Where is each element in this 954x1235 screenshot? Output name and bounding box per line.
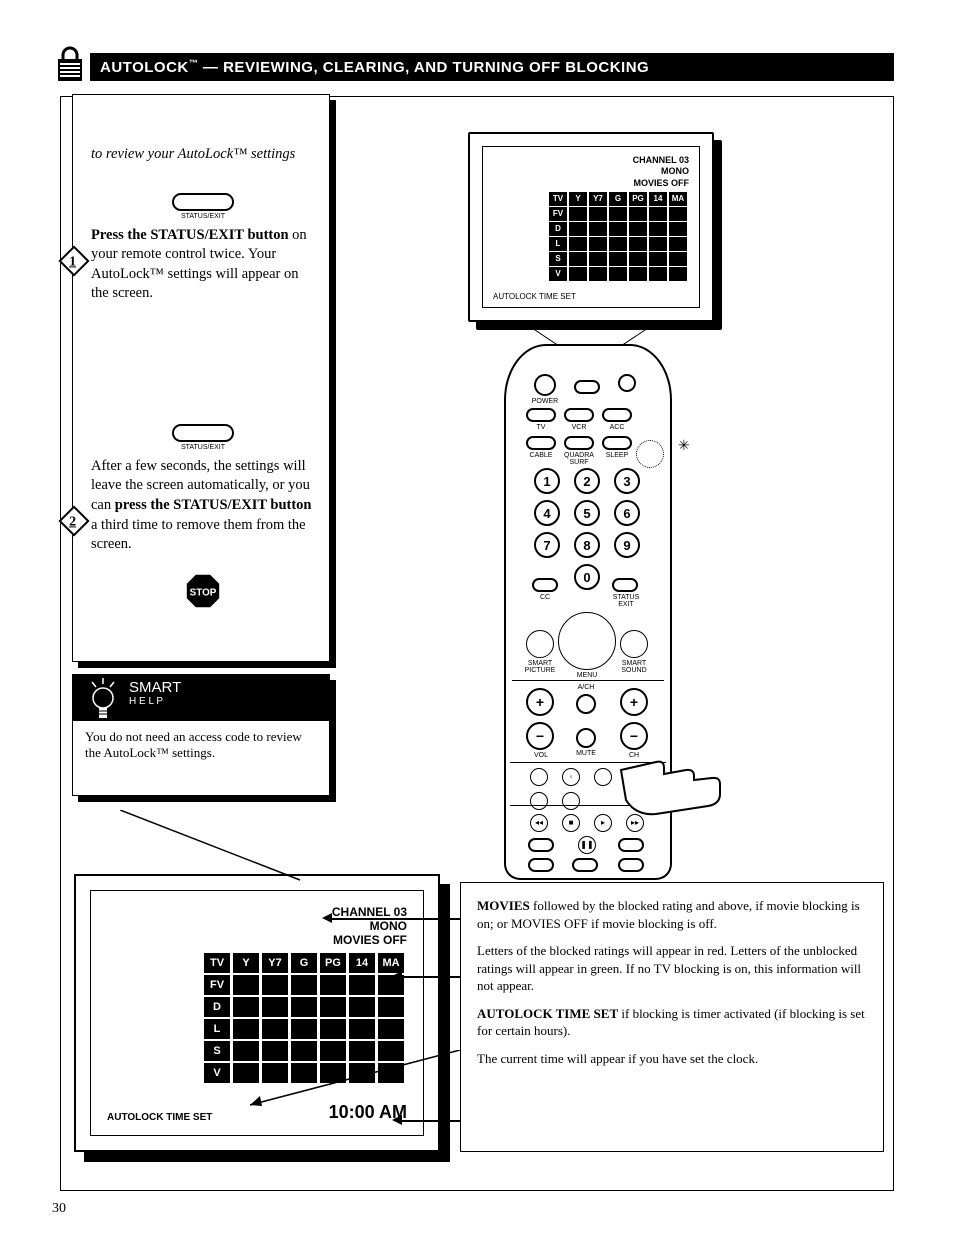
remote-num-6[interactable]: 6	[614, 500, 640, 526]
remote-quadra-label: QUADRA SURF	[558, 452, 600, 466]
remote-play-button[interactable]: ▸	[594, 814, 612, 832]
remote-blank3-button[interactable]	[562, 792, 580, 810]
remote-tvvcr-button[interactable]	[530, 768, 548, 786]
remote-cmskip-button[interactable]	[572, 858, 598, 872]
remote-num-9[interactable]: 9	[614, 532, 640, 558]
remote-num-4[interactable]: 4	[534, 500, 560, 526]
remote-power-label: POWER	[528, 398, 562, 405]
remote-status-exit-button[interactable]	[612, 578, 638, 592]
remote-clock-button[interactable]	[528, 838, 554, 852]
remote-pause-button[interactable]: ❚❚	[578, 836, 596, 854]
legend-p4: The current time will appear if you have…	[477, 1050, 867, 1068]
remote-cc-button[interactable]	[532, 578, 558, 592]
remote-mute-label: MUTE	[570, 750, 602, 757]
remote-ch-down[interactable]: −	[620, 722, 648, 750]
arrow-left-icon	[392, 971, 402, 981]
remote-acc-label: ACC	[602, 424, 632, 431]
remote-dispmem-button[interactable]	[618, 858, 644, 872]
highlight-ring-icon	[636, 440, 664, 468]
remote-vcr-button[interactable]	[564, 408, 594, 422]
sparkle-icon: ✳	[678, 438, 690, 455]
status-exit-label: STATUS/EXIT	[91, 444, 315, 451]
tip-subheading: H E L P	[129, 696, 321, 707]
remote-mute-button[interactable]	[576, 728, 596, 748]
remote-vol-down[interactable]: −	[526, 722, 554, 750]
remote-vcr-label: VCR	[564, 424, 594, 431]
lock-icon	[56, 45, 84, 85]
tip-body: You do not need an access code to review…	[73, 721, 329, 769]
tv-preview-large: CHANNEL 03 MONO MOVIES OFF TVYY7GPG14MAF…	[74, 874, 440, 1152]
osd-ratings-grid: TVYY7GPG14MAFVDLSV	[547, 191, 689, 282]
legend-p3: AUTOLOCK TIME SET if blocking is timer a…	[477, 1005, 867, 1040]
arrow-left-icon	[322, 913, 332, 923]
remote-num-0[interactable]: 0	[574, 564, 600, 590]
legend-p1: MOVIES followed by the blocked rating an…	[477, 897, 867, 932]
remote-cc-label: CC	[530, 594, 560, 601]
osd-big-corner: AUTOLOCK TIME SET	[107, 1112, 212, 1123]
remote-vol-label: VOL	[528, 752, 554, 759]
remote-acc-button[interactable]	[602, 408, 632, 422]
remote-num-8[interactable]: 8	[574, 532, 600, 558]
remote-cable-label: CABLE	[522, 452, 560, 459]
osd-big-movies: MOVIES OFF	[201, 933, 407, 947]
remote-num-7[interactable]: 7	[534, 532, 560, 558]
step-1-text: Press the STATUS/EXIT button on your rem…	[91, 226, 315, 304]
remote-stop-button[interactable]: ■	[562, 814, 580, 832]
remote-rew-button[interactable]: ◂◂	[530, 814, 548, 832]
osd-big-channel: CHANNEL 03	[201, 905, 407, 919]
remote-menu-label: MENU	[572, 672, 602, 679]
remote-ach-button[interactable]	[576, 694, 596, 714]
remote-blank-button[interactable]	[594, 768, 612, 786]
page-title-bar: AUTOLOCK™ — REVIEWING, CLEARING, AND TUR…	[90, 53, 894, 81]
leader-line-icon	[120, 810, 340, 890]
osd-movies: MOVIES OFF	[547, 178, 689, 189]
remote-smartsound-label: SMART SOUND	[616, 660, 652, 674]
remote-blank2-button[interactable]	[530, 792, 548, 810]
instructions-intro: to review your AutoLock™ settings	[91, 145, 315, 165]
osd-mono: MONO	[547, 166, 689, 177]
page-number: 30	[52, 1201, 66, 1217]
osd-channel: CHANNEL 03	[547, 155, 689, 166]
instructions-box: to review your AutoLock™ settings STATUS…	[72, 94, 330, 662]
legend-p2: Letters of the blocked ratings will appe…	[477, 942, 867, 995]
status-exit-label: STATUS/EXIT	[91, 213, 315, 220]
remote-cable-button[interactable]	[526, 436, 556, 450]
tv-preview-small: CHANNEL 03 MONO MOVIES OFF TVYY7GPG14MAF…	[468, 132, 714, 322]
remote-ch-up[interactable]: +	[620, 688, 648, 716]
osd-big-mono: MONO	[201, 919, 407, 933]
status-exit-button-icon	[172, 193, 234, 211]
remote-light-button[interactable]	[618, 374, 636, 392]
arrow-left-icon	[392, 1115, 402, 1125]
remote-smartpic-label: SMART PICTURE	[524, 660, 556, 674]
tip-heading: SMART	[129, 679, 321, 696]
title: AUTOLOCK™ — REVIEWING, CLEARING, AND TUR…	[100, 59, 649, 76]
remote-num-1[interactable]: 1	[534, 468, 560, 494]
remote-ach-label: A/CH	[570, 684, 602, 691]
step-2-text: After a few seconds, the settings will l…	[91, 457, 315, 555]
remote-status-label: STATUS EXIT	[606, 594, 646, 608]
remote-speed-button[interactable]	[618, 838, 644, 852]
lightbulb-icon	[86, 678, 120, 724]
remote-num-2[interactable]: 2	[574, 468, 600, 494]
osd-corner-label: AUTOLOCK TIME SET	[493, 292, 576, 301]
remote-surf-button[interactable]: ◦	[562, 768, 580, 786]
remote-tv-label: TV	[526, 424, 556, 431]
remote-num-3[interactable]: 3	[614, 468, 640, 494]
remote-power-button[interactable]	[534, 374, 556, 396]
legend-box: MOVIES followed by the blocked rating an…	[460, 882, 884, 1152]
svg-text:STOP: STOP	[190, 587, 217, 598]
remote-tv-button[interactable]	[526, 408, 556, 422]
leader-line-icon	[240, 1050, 470, 1110]
remote-vol-up[interactable]: +	[526, 688, 554, 716]
remote-slider[interactable]	[574, 380, 600, 394]
remote-num-5[interactable]: 5	[574, 500, 600, 526]
remote-index-button[interactable]	[528, 858, 554, 872]
stop-icon: STOP	[185, 573, 221, 609]
remote-sleep-label: SLEEP	[602, 452, 632, 459]
pointing-hand-icon	[616, 750, 736, 820]
remote-quadra-button[interactable]	[564, 436, 594, 450]
remote-sleep-button[interactable]	[602, 436, 632, 450]
status-exit-button-icon	[172, 424, 234, 442]
